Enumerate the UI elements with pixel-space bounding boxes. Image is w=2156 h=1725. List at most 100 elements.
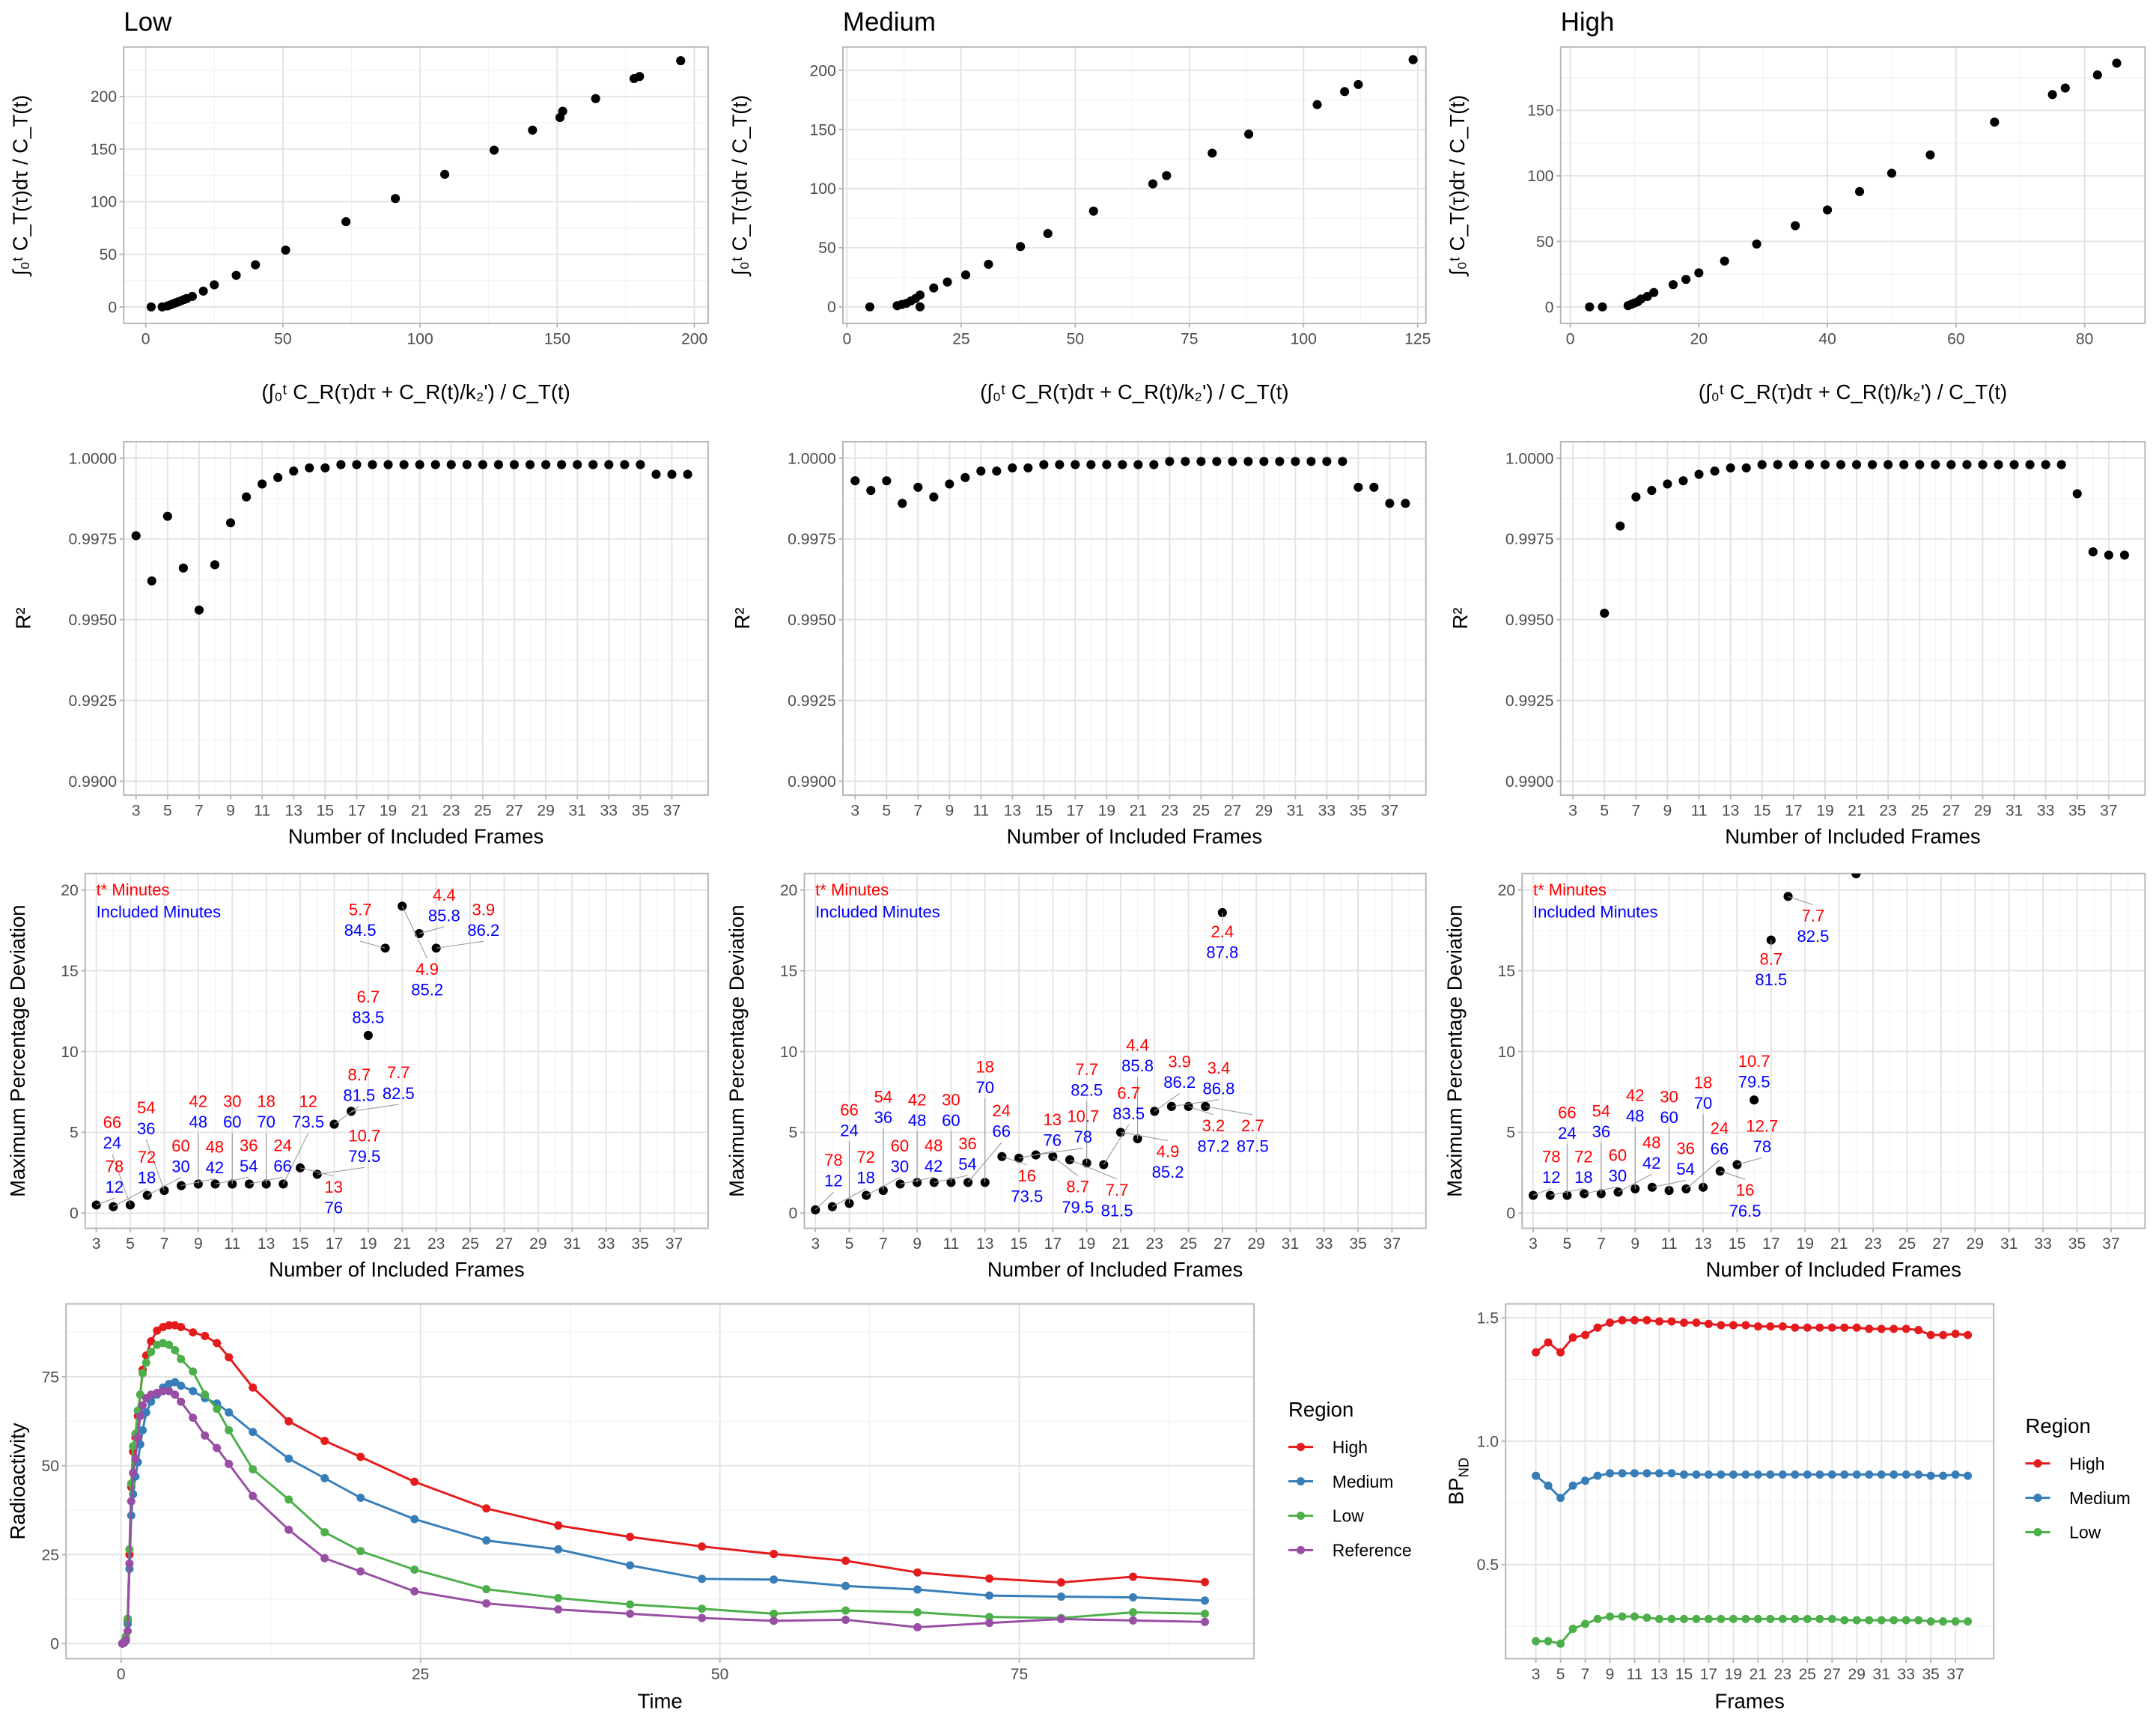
data-point-low xyxy=(1901,1616,1910,1625)
data-point-low xyxy=(1201,1609,1210,1618)
y-tick-label: 10 xyxy=(61,1044,78,1061)
y-tick-label: 20 xyxy=(1498,882,1515,899)
legend-label: Medium xyxy=(2069,1488,2131,1508)
label-leader-line xyxy=(1069,1159,1118,1180)
data-point-low xyxy=(1129,1607,1138,1616)
data-point-reference xyxy=(249,1491,258,1500)
mpd-low-panel: 3 5 7 9 11 13 15 17 19 21 23 25 27 29 31 33 35 3705101520… xyxy=(6,872,709,1281)
data-point-reference xyxy=(482,1599,491,1608)
data-point xyxy=(162,511,172,521)
data-point xyxy=(898,499,907,508)
included-annotation: Included Minutes xyxy=(815,902,940,921)
legend-item-high[interactable]: High xyxy=(1288,1438,1368,1457)
tstar-label: 2.4 xyxy=(1211,922,1234,941)
legend-item-medium[interactable]: Medium xyxy=(1288,1472,1393,1491)
y-tick-label: 100 xyxy=(810,180,836,198)
y-tick-label: 100 xyxy=(91,194,117,211)
data-point-high xyxy=(698,1542,707,1551)
y-tick-label: 0 xyxy=(827,299,836,316)
point-label-layer: 7812721866246030543648424248365430602466… xyxy=(814,912,1269,1220)
data-point-high xyxy=(284,1417,293,1426)
data-point-low xyxy=(1939,1617,1948,1626)
data-point xyxy=(478,460,487,469)
data-point-medium xyxy=(1201,1596,1210,1605)
x-tick-label: 19 xyxy=(1797,1235,1814,1253)
data-point xyxy=(1150,1107,1160,1116)
y-axis-title: Radioactivity xyxy=(6,1423,29,1539)
x-tick-label: 9 xyxy=(1606,1666,1615,1683)
data-point-reference xyxy=(124,1627,133,1636)
legend-item-medium[interactable]: Medium xyxy=(2025,1488,2131,1508)
x-tick-label: 37 xyxy=(666,1235,683,1253)
data-point-high xyxy=(201,1331,210,1340)
r2-high-panel: 3 5 7 9 11 13 15 17 19 21 23 25 27 29 31 33 35 370.99000.… xyxy=(1449,441,2146,848)
data-point xyxy=(415,460,424,469)
plot-background xyxy=(124,46,708,324)
legend-item-reference[interactable]: Reference xyxy=(1288,1541,1412,1560)
data-point-low xyxy=(1778,1614,1787,1623)
y-tick-label: 0.9925 xyxy=(69,693,118,710)
label-leader-line xyxy=(418,926,445,934)
data-point-medium xyxy=(1791,1470,1800,1479)
legend-key-point xyxy=(2033,1459,2042,1468)
data-point xyxy=(2047,90,2057,100)
x-tick-label: 17 xyxy=(1044,1235,1062,1253)
x-tick-label: 35 xyxy=(1922,1666,1939,1683)
data-point-low xyxy=(1593,1614,1602,1623)
data-point-low xyxy=(554,1593,563,1602)
data-point-medium xyxy=(177,1381,186,1390)
data-point-low xyxy=(1704,1614,1713,1623)
x-tick-label: 11 xyxy=(1691,803,1708,820)
x-tick-label: 29 xyxy=(1974,803,1991,820)
legend-item-high[interactable]: High xyxy=(2025,1454,2105,1473)
x-tick-label: 3 xyxy=(1532,1666,1541,1683)
data-point xyxy=(525,460,535,469)
label-leader-line xyxy=(113,1188,147,1208)
tstar-label: 72 xyxy=(138,1148,156,1166)
x-tick-label: 15 xyxy=(1729,1235,1746,1253)
data-point xyxy=(131,531,141,541)
legend-item-low[interactable]: Low xyxy=(2025,1523,2101,1542)
plot-background xyxy=(124,441,708,795)
tstar-label: 8.7 xyxy=(348,1065,371,1084)
tstar-label: 7.7 xyxy=(1106,1181,1129,1199)
label-leader-line xyxy=(1651,1180,1686,1188)
data-point-low xyxy=(129,1442,138,1451)
data-point-high xyxy=(770,1550,779,1559)
y-tick-label: 200 xyxy=(810,62,836,79)
label-leader-line xyxy=(1618,1173,1652,1193)
panel-border xyxy=(803,872,1427,1229)
x-tick-label: 31 xyxy=(1872,1666,1889,1683)
data-point xyxy=(945,479,954,489)
y-axis-title: ∫₀ᵗ C_T(τ)dτ / C_T(t) xyxy=(1446,95,1469,277)
x-tick-label: 15 xyxy=(1035,803,1053,820)
data-point-medium xyxy=(356,1493,365,1503)
data-point xyxy=(1048,1151,1058,1161)
tstar-label: 12.7 xyxy=(1746,1116,1778,1135)
label-leader-line xyxy=(145,1139,165,1191)
panel-title: Low xyxy=(124,7,172,37)
data-point xyxy=(1925,150,1935,159)
legend-item-low[interactable]: Low xyxy=(1288,1506,1364,1526)
data-point xyxy=(1528,1190,1538,1200)
label-leader-line xyxy=(96,1197,115,1206)
data-point xyxy=(1338,457,1348,466)
data-point-medium xyxy=(1865,1470,1874,1479)
included-label: 42 xyxy=(206,1158,225,1177)
data-point-medium xyxy=(1568,1481,1577,1490)
data-point-high xyxy=(189,1328,198,1337)
data-point xyxy=(225,518,236,528)
data-point xyxy=(1353,482,1363,492)
panel-border xyxy=(65,1303,1255,1660)
data-point xyxy=(895,1179,905,1189)
included-label: 82.5 xyxy=(1797,927,1829,946)
label-leader-line xyxy=(1154,1093,1180,1112)
data-point-medium xyxy=(1129,1593,1138,1602)
data-point xyxy=(667,469,677,479)
y-tick-label: 5 xyxy=(1506,1125,1515,1142)
y-tick-label: 0 xyxy=(50,1636,59,1653)
tstar-label: 24 xyxy=(993,1101,1011,1120)
label-leader-line xyxy=(1788,895,1814,905)
included-label: 60 xyxy=(942,1111,960,1130)
logan-medium-panel: 0 25 50 75 100 125 0 50 100 150 200 Medium (∫₀ᵗ C_R(… xyxy=(728,7,1431,404)
